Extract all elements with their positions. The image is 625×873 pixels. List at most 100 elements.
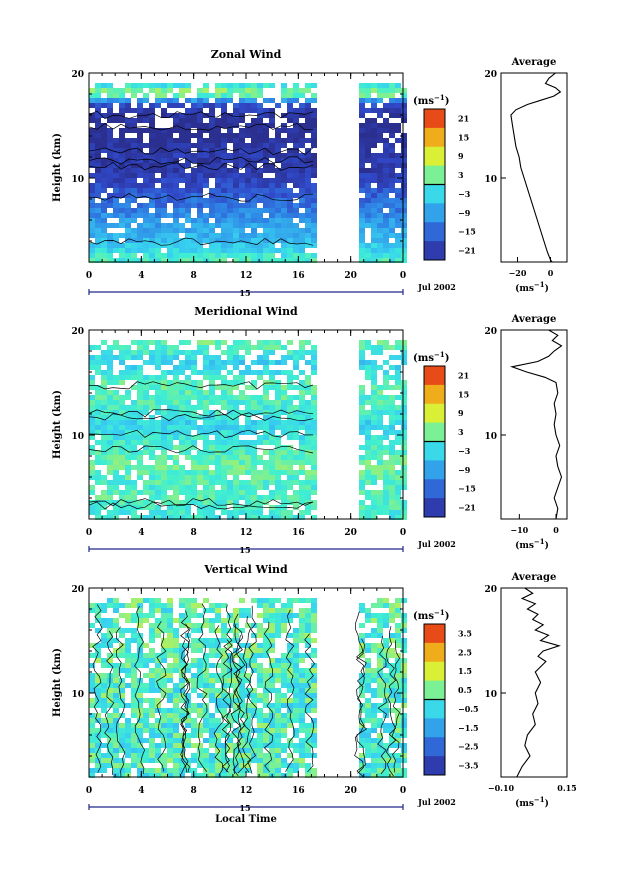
heatmap-cell [257,495,263,500]
heatmap-cell [263,678,269,683]
heatmap-cell [179,603,185,608]
colorbar-label: −9 [458,465,471,475]
average-x-tick-label: −20 [509,268,527,278]
heatmap-cell [101,440,107,445]
heatmap-cell [401,758,407,763]
heatmap-cell [185,113,191,118]
heatmap-cell [191,708,197,713]
heatmap-cell [89,748,95,753]
heatmap-cell [359,93,365,98]
heatmap-cell [389,728,395,733]
heatmap-cell [245,203,251,208]
heatmap-cell [167,668,173,673]
heatmap-cell [131,683,137,688]
heatmap-cell [149,743,155,748]
heatmap-cell [371,390,377,395]
heatmap-cell [287,213,293,218]
heatmap-cell [119,253,125,258]
heatmap-cell [245,253,251,258]
heatmap-cell [365,708,371,713]
heatmap-cell [131,218,137,223]
heatmap-cell [167,345,173,350]
heatmap-cell [401,435,407,440]
heatmap-cell [383,753,389,758]
heatmap-cell [215,360,221,365]
heatmap-cell [227,668,233,673]
heatmap-cell [215,663,221,668]
heatmap-cell [113,173,119,178]
heatmap-cell [125,390,131,395]
heatmap-cell [131,638,137,643]
heatmap-cell [257,108,263,113]
heatmap-cell [197,430,203,435]
heatmap-cell [179,440,185,445]
heatmap-cell [179,743,185,748]
heatmap-cell [125,638,131,643]
heatmap-cell [377,643,383,648]
heatmap-cell [299,743,305,748]
heatmap-cell [101,213,107,218]
heatmap-cell [125,445,131,450]
heatmap-cell [185,718,191,723]
heatmap-cell [227,425,233,430]
heatmap-cell [383,648,389,653]
heatmap-cell [107,733,113,738]
heatmap-cell [89,248,95,253]
heatmap-cell [185,693,191,698]
heatmap-cell [125,753,131,758]
heatmap-cell [101,188,107,193]
heatmap-cell [281,763,287,768]
heatmap-cell [233,118,239,123]
heatmap-cell [119,733,125,738]
heatmap-cell [95,480,101,485]
heatmap-cell [137,143,143,148]
heatmap-cell [119,370,125,375]
heatmap-cell [275,103,281,108]
heatmap-cell [365,253,371,258]
heatmap-cell [365,258,371,263]
heatmap-cell [377,128,383,133]
heatmap-cell [245,193,251,198]
heatmap-cell [101,148,107,153]
heatmap-cell [305,380,311,385]
heatmap-cell [89,98,95,103]
heatmap-cell [293,163,299,168]
heatmap-cell [107,485,113,490]
heatmap-cell [95,395,101,400]
heatmap-cell [359,395,365,400]
heatmap-cell [305,475,311,480]
heatmap-cell [179,480,185,485]
heatmap-cell [401,108,407,113]
heatmap-cell [227,663,233,668]
heatmap-cell [239,490,245,495]
heatmap-cell [125,465,131,470]
heatmap-cell [389,465,395,470]
heatmap-cell [137,173,143,178]
heatmap-cell [155,618,161,623]
heatmap-cell [131,485,137,490]
heatmap-cell [383,108,389,113]
average-frame [500,329,568,520]
heatmap-cell [311,233,317,238]
heatmap-cell [365,668,371,673]
contour-lines [88,381,314,510]
heatmap-cell [221,375,227,380]
heatmap-cell [107,653,113,658]
heatmap-cell [365,143,371,148]
heatmap-cell [173,83,179,88]
heatmap-cell [383,410,389,415]
heatmap-cell [401,355,407,360]
heatmap-cell [197,405,203,410]
heatmap-cell [125,248,131,253]
heatmap-cell [383,445,389,450]
heatmap-cell [161,148,167,153]
heatmap-cell [263,628,269,633]
heatmap-cell [359,355,365,360]
heatmap-cell [125,475,131,480]
heatmap-cell [239,360,245,365]
heatmap-cell [263,258,269,263]
heatmap-cell [215,118,221,123]
heatmap-cell [119,500,125,505]
heatmap-cell [269,743,275,748]
heatmap-cell [287,450,293,455]
